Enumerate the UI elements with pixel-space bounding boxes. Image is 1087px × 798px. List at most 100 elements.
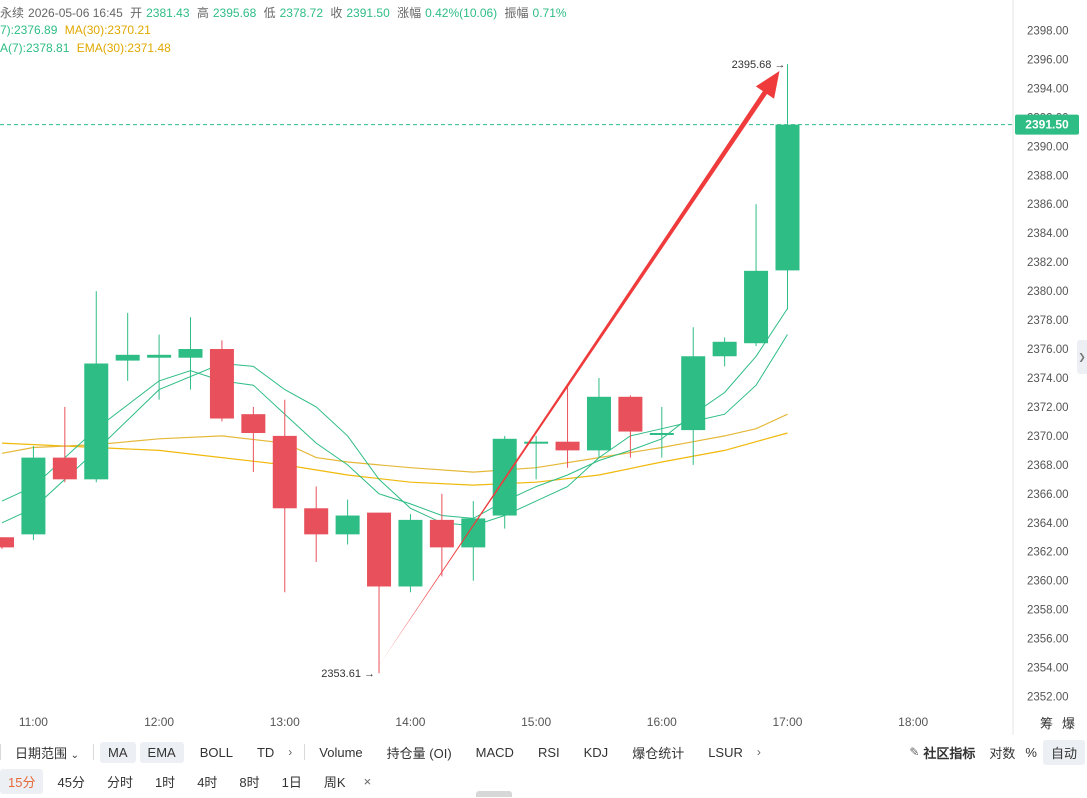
interval-5[interactable]: 8时 [239,774,260,790]
y-tick-label: 2398.00 [1027,25,1069,37]
candle-body [461,518,486,548]
y-tick-label: 2376.00 [1027,344,1069,356]
change-label: 涨幅 [397,6,422,20]
close-value: 2391.50 [346,6,390,20]
ema7-line [1,308,788,519]
time-axis: 11:00 12:00 13:00 14:00 15:00 16:00 17:00 18:00… [19,715,1075,731]
ema7-value: A(7):2378.81 [0,41,70,55]
candle-body [744,270,769,344]
y-tick-label: 2368.00 [1027,460,1069,472]
percent-scale-button[interactable]: % [1025,744,1037,760]
amp-label: 振幅 [504,6,529,20]
ma-info: 7):2376.89 MA(30):2370.21 [0,23,155,37]
ema30-line [1,413,788,473]
candlestick-chart[interactable]: 2352.00 2354.00 2356.00 2358.00 2360.00 2362.… [0,0,1087,740]
chip-label: 筹 [1040,716,1053,731]
y-tick-label: 2354.00 [1027,663,1069,675]
last-price-label: 2391.50 [1025,118,1069,132]
x-tick-label: 14:00 [395,715,425,729]
open-value: 2381.43 [146,6,190,20]
lsur-button[interactable]: LSUR [708,744,743,760]
kdj-button[interactable]: KDJ [583,744,609,760]
liq-stats-button[interactable]: 爆仓统计 [632,745,685,761]
volume-button[interactable]: Volume [319,744,363,760]
ema-button[interactable]: EMA [139,741,184,763]
candle-body [367,512,392,587]
ohlc-info: 永续 2026-05-06 16:45 开 2381.43 高 2395.68 低 23… [0,4,571,21]
interval-6[interactable]: 1日 [281,774,302,790]
y-tick-label: 2362.00 [1027,547,1069,559]
candle-body [681,356,706,431]
y-tick-label: 2394.00 [1027,83,1069,95]
interval-1[interactable]: 45分 [57,774,85,790]
date-range-label: 日期范围 [15,745,68,761]
low-label: 低 [263,6,276,20]
chevron-right-icon[interactable]: › [288,745,293,759]
close-icon[interactable]: × [363,773,372,789]
y-tick-label: 2352.00 [1027,692,1069,704]
y-tick-label: 2396.00 [1027,54,1069,66]
candle-body [618,396,643,432]
candle-body [492,438,517,516]
y-tick-label: 2390.00 [1027,141,1069,153]
low-value: 2378.72 [279,6,324,20]
interval-2[interactable]: 分时 [106,774,133,790]
high-label: 高 [196,6,209,20]
ma30-line [1,432,788,486]
title-fragment: 永续 [0,6,25,20]
interval-3[interactable]: 1时 [154,774,176,790]
ma-button[interactable]: MA [100,741,136,763]
y-tick-label: 2364.00 [1027,518,1069,530]
candle-body [272,435,297,509]
collapse-handle[interactable]: ❯ [1077,340,1087,374]
y-tick-label: 2372.00 [1027,402,1069,414]
high-annotation: 2395.68 → [732,59,786,71]
td-button[interactable]: TD [256,744,275,760]
rsi-button[interactable]: RSI [537,744,560,760]
candle-body [241,414,266,433]
ema30-value: EMA(30):2371.48 [76,41,171,55]
trend-arrow [379,71,780,666]
interval-4[interactable]: 4时 [197,774,218,790]
amp-value: 0.71% [532,6,567,20]
boll-button[interactable]: BOLL [199,744,233,760]
log-scale-button[interactable]: 对数 [989,745,1016,761]
candle-body [115,354,140,361]
date-range-button[interactable]: 日期范围 ⌄ [7,740,87,765]
x-tick-label: 18:00 [898,715,928,729]
candle-body [398,519,423,587]
candle-body [649,433,674,435]
interval-7[interactable]: 周K [323,774,346,790]
edit-icon[interactable]: ✎ [909,745,920,759]
oi-button[interactable]: 持仓量 (OI) [386,745,452,761]
x-tick-label: 15:00 [521,715,551,729]
liq-label: 爆 [1062,716,1075,731]
y-tick-label: 2378.00 [1027,315,1069,327]
candle-body [209,349,234,419]
indicator-lines [1,308,788,527]
community-indicators-button[interactable]: 社区指标 [923,745,976,761]
chevron-down-icon: ⌄ [70,749,80,761]
candle-body [84,363,109,480]
ma7-value: 7):2376.89 [0,23,58,37]
candle-body [712,341,737,357]
y-tick-label: 2380.00 [1027,286,1069,298]
auto-scale-button[interactable]: 自动 [1042,739,1085,765]
y-tick-label: 2382.00 [1027,257,1069,269]
drag-handle[interactable] [476,791,512,797]
y-tick-label: 2386.00 [1027,199,1069,211]
candle-body [586,396,611,451]
change-value: 0.42%(10.06) [425,6,498,20]
ema-info: A(7):2378.81 EMA(30):2371.48 [0,41,175,55]
candle-body [304,508,329,535]
price-axis: 2352.00 2354.00 2356.00 2358.00 2360.00 2362.… [1012,0,1069,735]
candle-body [524,441,549,444]
candle-body [335,515,360,535]
candles [0,64,800,674]
chevron-right-icon[interactable]: › [756,745,761,759]
indicator-toolbar: 日期范围 ⌄ MA EMA BOLL TD › Volume 持仓量 (OI) … [0,738,1087,766]
interval-0[interactable]: 15分 [0,768,44,794]
candle-body [0,537,14,548]
ma7-line [1,334,788,527]
macd-button[interactable]: MACD [475,744,514,760]
